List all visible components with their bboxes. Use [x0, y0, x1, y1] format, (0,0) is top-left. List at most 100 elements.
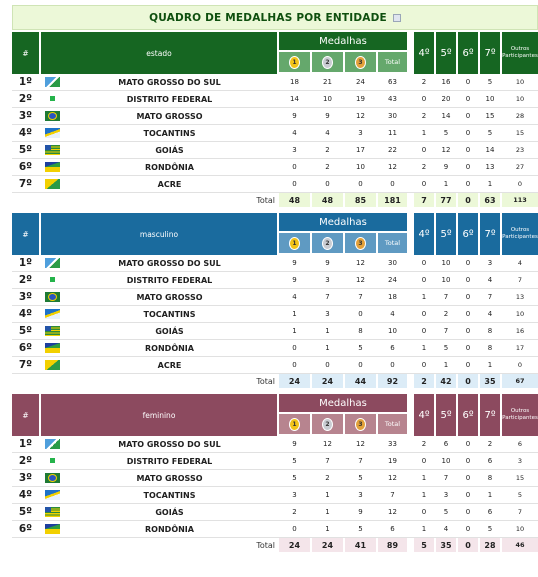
entity-name: GOIÁS	[155, 145, 184, 155]
outros-participantes-header[interactable]: Outros Participantes	[502, 32, 538, 74]
fourth-place-header[interactable]: 4º	[414, 32, 434, 74]
table-row: 4º TOCANTINS 3 1 3 7 1 3 0 1 5	[12, 487, 538, 504]
outros-participantes-header[interactable]: Outros Participantes	[502, 394, 538, 436]
entity-column-header[interactable]: feminino	[41, 394, 277, 436]
cell-ouro: 9	[292, 276, 297, 284]
seventh-place-header[interactable]: 7º	[480, 213, 500, 255]
gold-column-header[interactable]: 1	[279, 414, 310, 434]
cell-p4: 1	[421, 491, 427, 499]
cell-p7: 1	[487, 361, 493, 369]
cell-p4: 0	[421, 259, 427, 267]
total-column-header[interactable]: Total	[378, 414, 407, 434]
cell-outros: 0	[517, 180, 523, 188]
bronze-medal-icon: 3	[355, 236, 366, 250]
ro-flag-icon	[44, 162, 60, 172]
total-column-header[interactable]: Total	[378, 233, 407, 253]
table-row: 5º GOIÁS 3 2 17 22 0 12 0 14 23	[12, 142, 538, 159]
totals-label: Total	[256, 540, 275, 550]
sixth-place-header[interactable]: 6º	[458, 213, 478, 255]
grid-icon[interactable]	[392, 13, 401, 22]
cell-p5: 9	[443, 163, 449, 171]
cell-bronze: 0	[358, 180, 363, 188]
fifth-place-header[interactable]: 5º	[436, 32, 456, 74]
cell-bronze: 5	[358, 525, 363, 533]
total-bronze: 85	[345, 193, 376, 207]
to-flag-icon	[44, 309, 60, 319]
sixth-place-header[interactable]: 6º	[458, 394, 478, 436]
table-header: # masculino Medalhas 1 2 3 Total 4º 5º 6º 7º Outros…	[12, 213, 538, 255]
cell-outros: 13	[515, 293, 525, 301]
cell-outros: 4	[517, 259, 523, 267]
cell-p7: 8	[487, 474, 493, 482]
silver-medal-icon: 2	[322, 417, 333, 431]
cell-p6: 0	[465, 163, 471, 171]
silver-column-header[interactable]: 2	[312, 52, 343, 72]
silver-column-header[interactable]: 2	[312, 414, 343, 434]
rank: 2º	[18, 93, 33, 105]
gold-column-header[interactable]: 1	[279, 233, 310, 253]
cell-p6: 0	[465, 440, 471, 448]
cell-p5: 12	[441, 146, 451, 154]
rank-column-header[interactable]: #	[12, 213, 39, 255]
bronze-column-header[interactable]: 3	[345, 414, 376, 434]
cell-prata: 10	[323, 95, 332, 103]
total-ouro: 24	[279, 374, 310, 388]
cell-p7: 7	[487, 293, 493, 301]
seventh-place-header[interactable]: 7º	[480, 32, 500, 74]
cell-p7: 1	[487, 180, 493, 188]
cell-outros: 10	[515, 95, 525, 103]
fifth-place-header[interactable]: 5º	[436, 213, 456, 255]
cell-p5: 16	[441, 78, 451, 86]
rank-column-header[interactable]: #	[12, 32, 39, 74]
table-row: 1º MATO GROSSO DO SUL 9 12 12 33 2 6 0 2 6	[12, 436, 538, 453]
bronze-column-header[interactable]: 3	[345, 52, 376, 72]
cell-prata: 2	[325, 146, 330, 154]
cell-outros: 15	[515, 474, 525, 482]
cell-bronze: 12	[356, 112, 365, 120]
cell-p5: 3	[443, 491, 449, 499]
cell-bronze: 17	[356, 146, 365, 154]
cell-ouro: 0	[292, 163, 297, 171]
fourth-place-header[interactable]: 4º	[414, 213, 434, 255]
total-p5: 42	[436, 374, 456, 388]
cell-p4: 2	[421, 78, 427, 86]
cell-p7: 4	[487, 276, 493, 284]
cell-prata: 9	[325, 112, 330, 120]
bronze-medal-icon: 3	[355, 55, 366, 69]
rank-column-header[interactable]: #	[12, 394, 39, 436]
fifth-place-header[interactable]: 5º	[436, 394, 456, 436]
bronze-column-header[interactable]: 3	[345, 233, 376, 253]
gold-column-header[interactable]: 1	[279, 52, 310, 72]
cell-total: 30	[388, 112, 397, 120]
cell-p4: 0	[421, 310, 427, 318]
table-header: # estado Medalhas 1 2 3 Total 4º 5º 6º 7º Outros Pa…	[12, 32, 538, 74]
cell-bronze: 8	[358, 327, 363, 335]
fourth-place-header[interactable]: 4º	[414, 394, 434, 436]
cell-ouro: 4	[292, 293, 297, 301]
cell-total: 33	[388, 440, 397, 448]
cell-total: 6	[390, 344, 395, 352]
cell-ouro: 0	[292, 344, 297, 352]
table-row: 3º MATO GROSSO 5 2 5 12 1 7 0 8 15	[12, 470, 538, 487]
sixth-place-header[interactable]: 6º	[458, 32, 478, 74]
totals-row: Total 24 24 44 92 2 42 0 35 67	[12, 374, 538, 388]
cell-p7: 10	[485, 95, 495, 103]
entity-column-header[interactable]: estado	[41, 32, 277, 74]
seventh-place-header[interactable]: 7º	[480, 394, 500, 436]
medalhas-header: Medalhas	[279, 213, 407, 231]
outros-participantes-header[interactable]: Outros Participantes	[502, 213, 538, 255]
go-flag-icon	[44, 326, 60, 336]
medal-table-feminino: # feminino Medalhas 1 2 3 Total 4º 5º 6º 7º Outros …	[12, 394, 538, 552]
total-ouro: 48	[279, 193, 310, 207]
entity-name: DISTRITO FEDERAL	[126, 275, 213, 285]
entity-column-header[interactable]: masculino	[41, 213, 277, 255]
total-p6: 0	[458, 193, 478, 207]
cell-outros: 16	[515, 327, 525, 335]
total-total: 181	[378, 193, 407, 207]
total-p7: 63	[480, 193, 500, 207]
total-column-header[interactable]: Total	[378, 52, 407, 72]
cell-total: 7	[390, 491, 395, 499]
silver-column-header[interactable]: 2	[312, 233, 343, 253]
cell-p6: 0	[465, 474, 471, 482]
total-outros: 67	[502, 374, 538, 388]
